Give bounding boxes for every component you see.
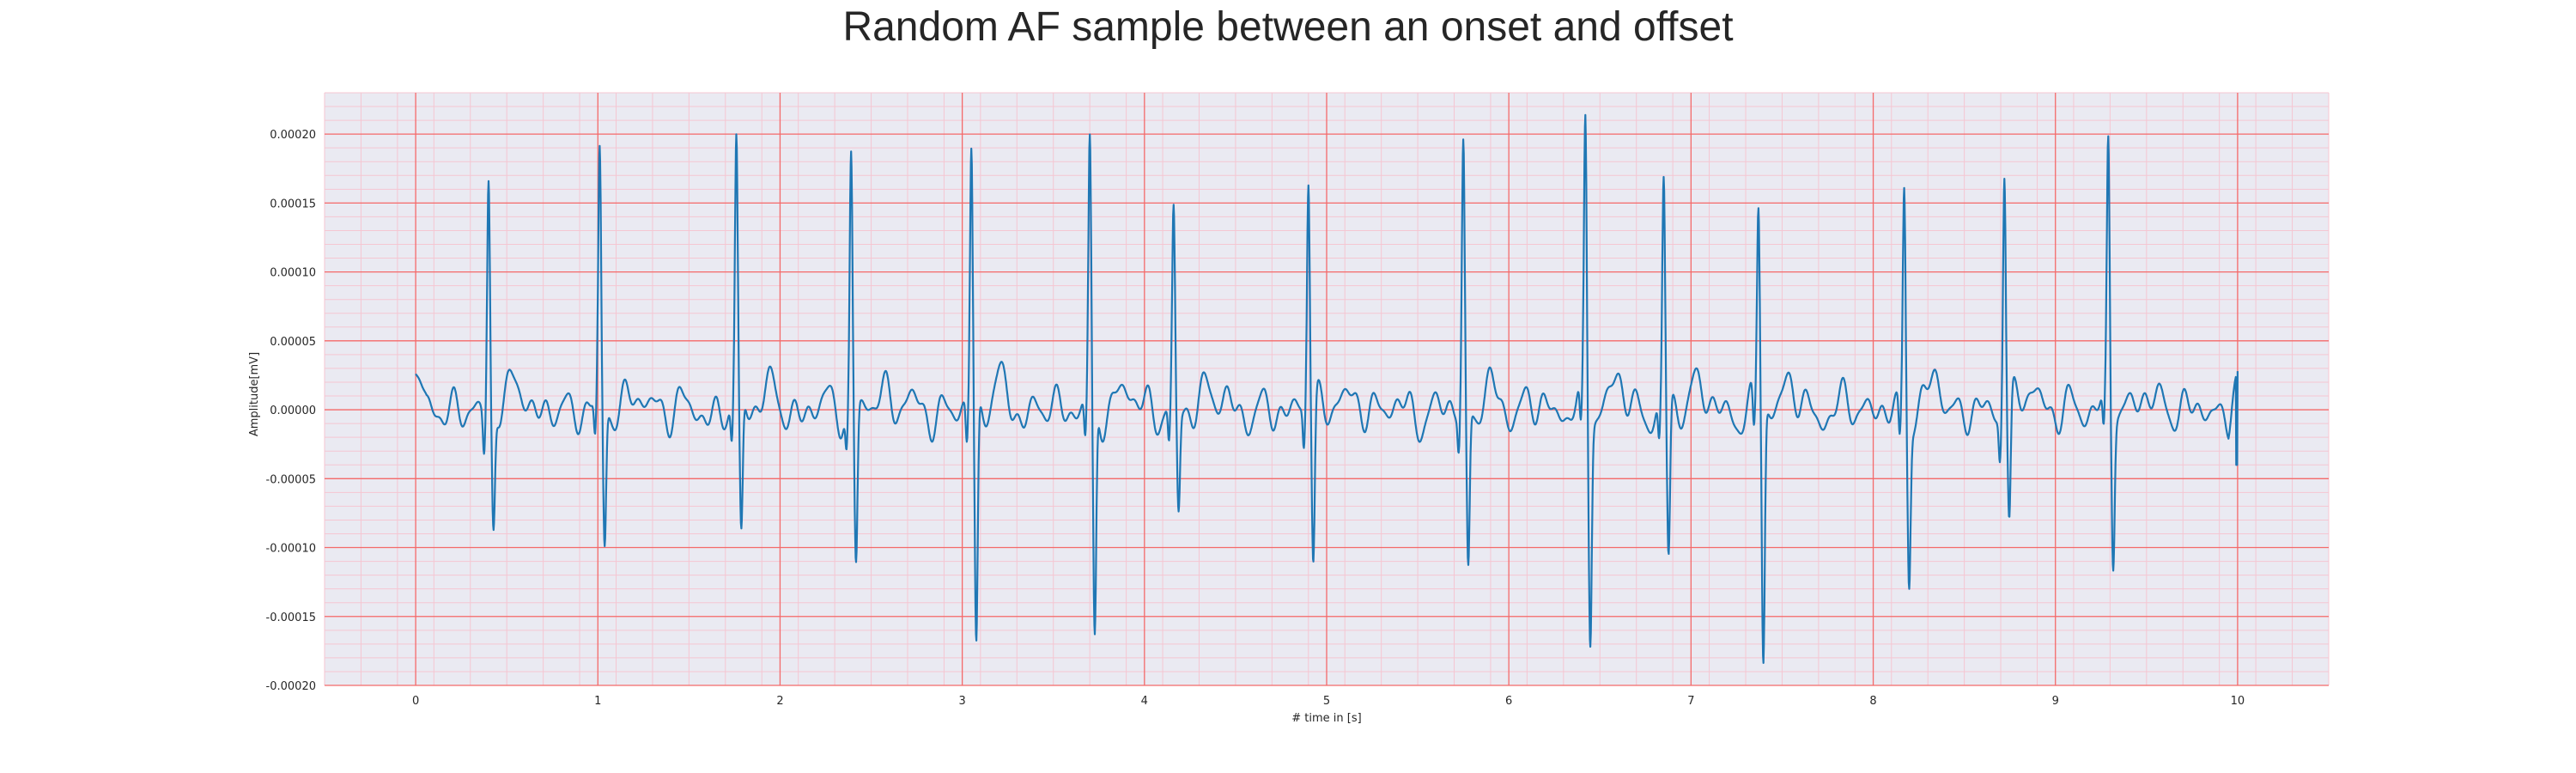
x-tick-label: 0 bbox=[412, 695, 419, 708]
x-tick-label: 8 bbox=[1869, 695, 1876, 708]
y-tick-label: 0.00010 bbox=[270, 267, 316, 280]
x-tick-label: 7 bbox=[1687, 695, 1694, 708]
y-tick-label: -0.00015 bbox=[266, 612, 316, 624]
x-tick-label: 10 bbox=[2231, 695, 2245, 708]
y-tick-label: -0.00010 bbox=[266, 543, 316, 556]
y-tick-label: 0.00015 bbox=[270, 198, 316, 210]
major-grid bbox=[325, 93, 2329, 686]
y-tick-labels: -0.00020 -0.00015 -0.00010 -0.00005 0.00000 0… bbox=[266, 129, 316, 693]
x-tick-label: 1 bbox=[594, 695, 601, 708]
x-tick-labels: 0 1 2 3 4 5 6 7 8 9 10 bbox=[412, 695, 2245, 708]
series-line bbox=[415, 113, 2239, 664]
x-tick-label: 9 bbox=[2052, 695, 2059, 708]
x-tick-label: 3 bbox=[958, 695, 965, 708]
y-tick-label: 0.00005 bbox=[270, 336, 316, 349]
y-tick-label: 0.00000 bbox=[270, 405, 316, 417]
chart-title: Random AF sample between an onset and of… bbox=[842, 4, 1734, 50]
y-tick-label: -0.00020 bbox=[266, 680, 316, 693]
x-tick-label: 5 bbox=[1323, 695, 1330, 708]
x-tick-label: 4 bbox=[1141, 695, 1148, 708]
y-tick-label: -0.00005 bbox=[266, 473, 316, 486]
x-axis-label: # time in [s] bbox=[1291, 712, 1361, 725]
y-tick-label: 0.00020 bbox=[270, 129, 316, 142]
x-tick-label: 6 bbox=[1505, 695, 1512, 708]
y-axis-label: Amplitude[mV] bbox=[248, 352, 261, 436]
x-tick-label: 2 bbox=[776, 695, 783, 708]
